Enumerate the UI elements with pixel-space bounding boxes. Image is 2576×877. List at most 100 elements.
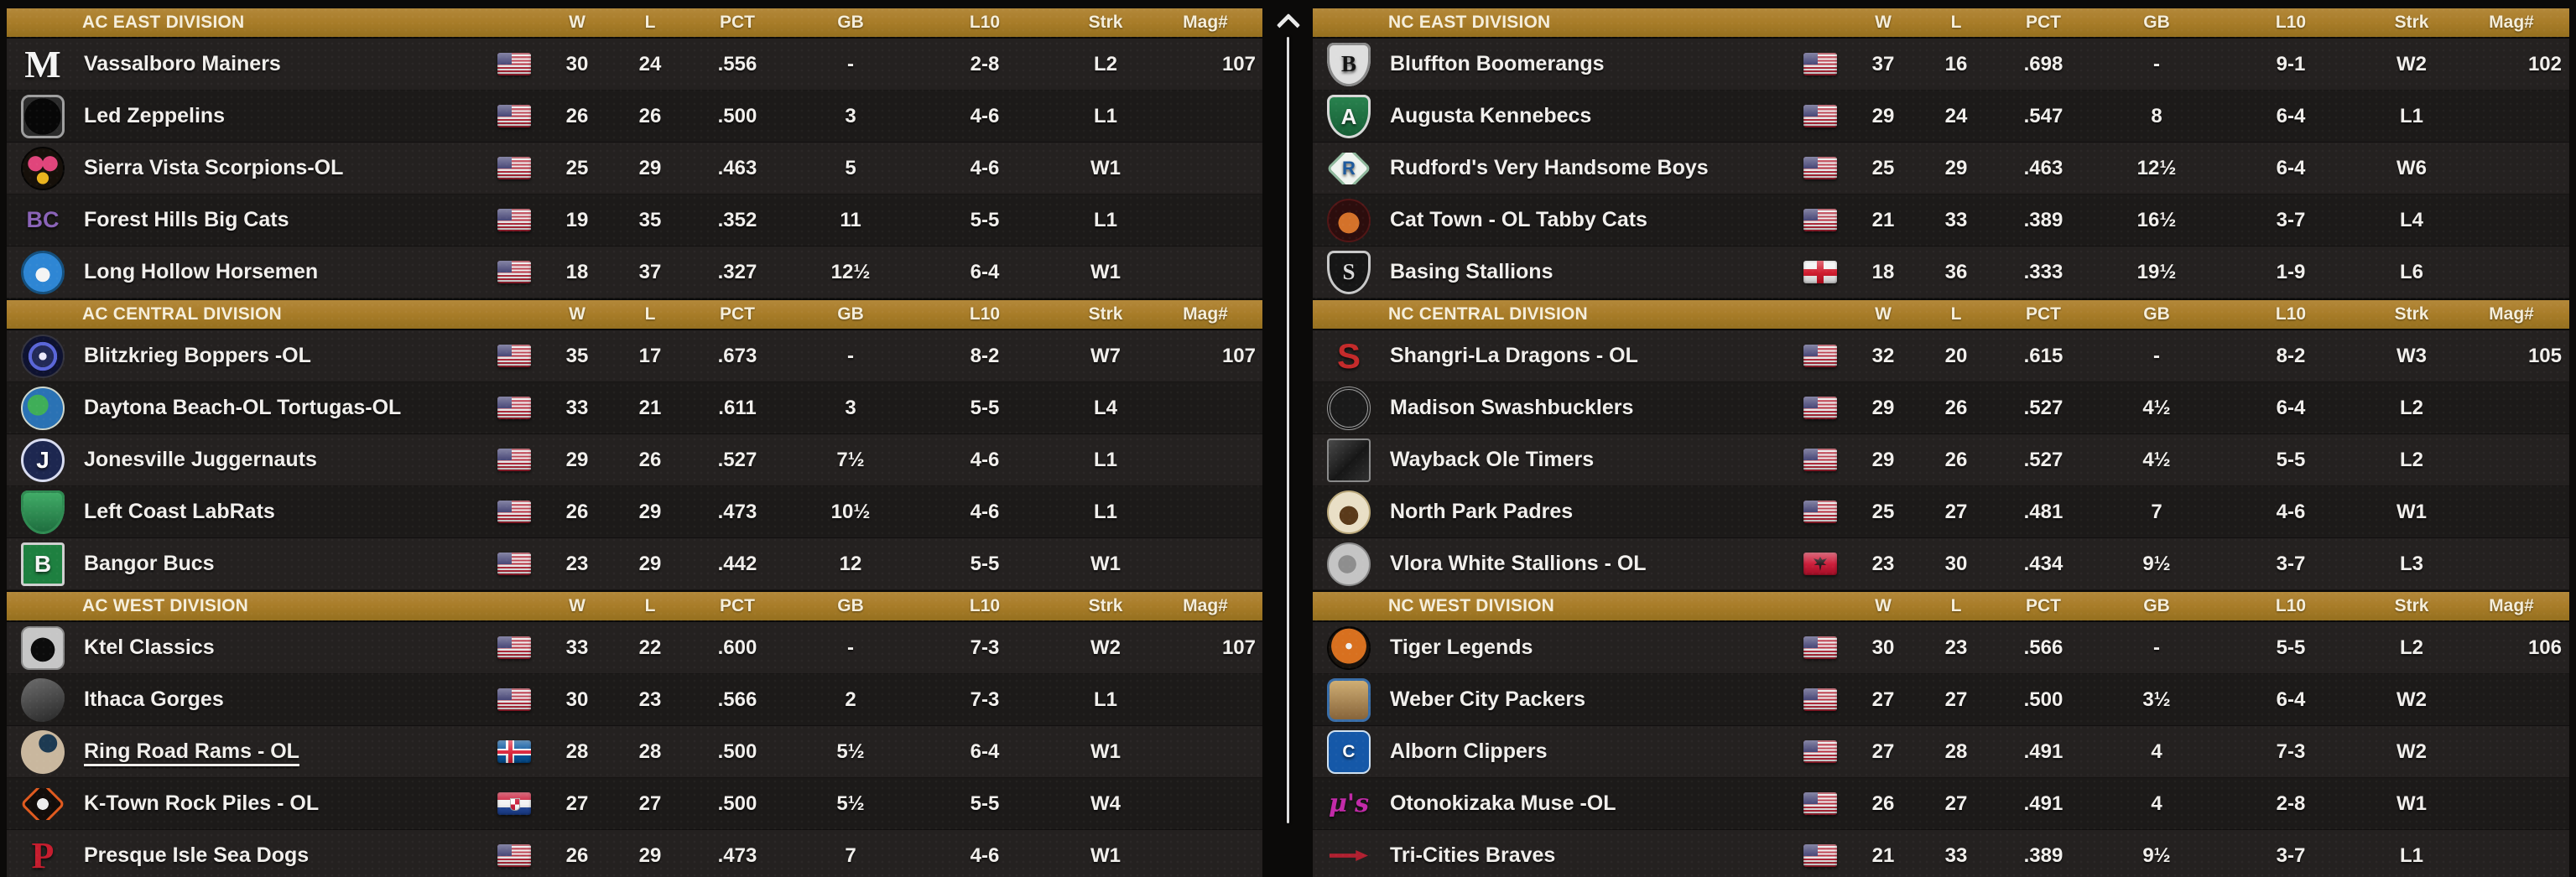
team-nation-flag (1793, 209, 1847, 231)
stat-gb: 16½ (2136, 208, 2177, 231)
team-logo-art: μ's (1327, 782, 1371, 826)
team-row[interactable]: Ring Road Rams - OL 28 28 .500 5½ 6-4 W1 (7, 726, 1262, 778)
scroll-up-icon[interactable] (1276, 13, 1301, 38)
team-row[interactable]: Weber City Packers 27 27 .500 3½ 6-4 W2 (1313, 674, 2569, 726)
team-name[interactable]: Ring Road Rams - OL (84, 739, 299, 763)
team-row[interactable]: Madison Swashbucklers 29 26 .527 4½ 6-4 L2 (1313, 382, 2569, 434)
flag-canton (1803, 105, 1818, 117)
team-row[interactable]: Ithaca Gorges 30 23 .566 2 7-3 L1 (7, 674, 1262, 726)
stat-strk: L1 (1093, 448, 1117, 471)
column-header-mag: Mag# (2489, 13, 2534, 32)
team-row[interactable]: R Rudford's Very Handsome Boys 25 29 .463 12½… (1313, 143, 2569, 195)
team-name[interactable]: Augusta Kennebecs (1390, 104, 1592, 127)
vertical-scrollbar[interactable] (1262, 7, 1313, 877)
team-row[interactable]: S Shangri-La Dragons - OL 32 20 .615 - 8-2 W3 10… (1313, 330, 2569, 382)
team-name[interactable]: North Park Padres (1390, 500, 1574, 523)
stat-pct: .333 (2023, 260, 2063, 283)
team-row[interactable]: North Park Padres 25 27 .481 7 4-6 W1 (1313, 486, 2569, 538)
team-logo: S (1324, 335, 1373, 378)
stat-l: 29 (638, 156, 662, 179)
stat-pct: .600 (717, 636, 757, 659)
team-row[interactable]: A Augusta Kennebecs 29 24 .547 8 6-4 L1 (1313, 91, 2569, 143)
team-name[interactable]: Cat Town - OL Tabby Cats (1390, 208, 1647, 231)
scrollbar-thumb[interactable] (1286, 37, 1289, 823)
team-name[interactable]: Vassalboro Mainers (84, 52, 281, 75)
team-name-cell: Ktel Classics (7, 625, 487, 670)
team-name[interactable]: Ktel Classics (84, 636, 215, 659)
team-row[interactable]: Blitzkrieg Boppers -OL 35 17 .673 - 8-2 W7 107 (7, 330, 1262, 382)
stat-l10: 6-4 (2276, 104, 2306, 127)
team-name[interactable]: Bluffton Boomerangs (1390, 52, 1605, 75)
team-name[interactable]: Long Hollow Horsemen (84, 260, 319, 283)
stat-mag: 107 (1221, 636, 1256, 659)
column-header-l: L (644, 596, 656, 615)
team-name[interactable]: Weber City Packers (1390, 688, 1585, 711)
team-nation-flag (487, 792, 541, 815)
team-row[interactable]: Long Hollow Horsemen 18 37 .327 12½ 6-4 W1 (7, 246, 1262, 298)
team-name[interactable]: Shangri-La Dragons - OL (1390, 344, 1638, 367)
team-name[interactable]: Basing Stallions (1390, 260, 1553, 283)
stat-w: 29 (1871, 396, 1895, 419)
flag-canton (497, 105, 512, 117)
team-name[interactable]: K-Town Rock Piles - OL (84, 791, 320, 815)
team-name[interactable]: Forest Hills Big Cats (84, 208, 289, 231)
team-row[interactable]: B Bluffton Boomerangs 37 16 .698 - 9-1 W2 102 (1313, 39, 2569, 91)
team-name[interactable]: Vlora White Stallions - OL (1390, 552, 1647, 575)
team-row[interactable]: Cat Town - OL Tabby Cats 21 33 .389 16½ 3-7 L4 (1313, 195, 2569, 246)
team-row[interactable]: B Bangor Bucs 23 29 .442 12 5-5 W1 (7, 538, 1262, 590)
stat-pct: .566 (2023, 636, 2063, 659)
team-row[interactable]: BC Forest Hills Big Cats 19 35 .352 11 5-5 L1 (7, 195, 1262, 246)
flag-crest (510, 798, 520, 811)
team-name[interactable]: Bangor Bucs (84, 552, 215, 575)
team-name[interactable]: Left Coast LabRats (84, 500, 275, 523)
team-row[interactable]: S Basing Stallions 18 36 .333 19½ 1-9 L6 (1313, 246, 2569, 298)
team-row[interactable]: K-Town Rock Piles - OL 27 27 .500 5½ 5-5 W4 (7, 778, 1262, 830)
team-name[interactable]: Alborn Clippers (1390, 739, 1548, 763)
team-logo: R (1324, 152, 1373, 184)
column-header-w: W (569, 13, 585, 32)
team-logo-letter: S (1342, 259, 1356, 284)
team-row[interactable]: Tiger Legends 30 23 .566 - 5-5 L2 106 (1313, 622, 2569, 674)
team-name[interactable]: Presque Isle Sea Dogs (84, 843, 310, 867)
team-row[interactable]: Sierra Vista Scorpions-OL 25 29 .463 5 4-6 W1 (7, 143, 1262, 195)
flag-canton (497, 53, 512, 65)
team-row[interactable]: Ktel Classics 33 22 .600 - 7-3 W2 107 (7, 622, 1262, 674)
stat-l: 26 (1944, 448, 1968, 471)
team-name-cell: K-Town Rock Piles - OL (7, 787, 487, 820)
team-name[interactable]: Madison Swashbucklers (1390, 396, 1634, 419)
team-row[interactable]: Tri-Cities Braves 21 33 .389 9½ 3-7 L1 (1313, 830, 2569, 877)
team-name[interactable]: Tri-Cities Braves (1390, 843, 1556, 867)
team-row[interactable]: P Presque Isle Sea Dogs 26 29 .473 7 4-6 W1 (7, 830, 1262, 877)
stat-l10: 6-4 (2276, 688, 2306, 711)
column-header-gb: GB (837, 596, 864, 615)
division-title: AC EAST DIVISION (82, 13, 245, 32)
team-name[interactable]: Jonesville Juggernauts (84, 448, 317, 471)
team-row[interactable]: μ's Otonokizaka Muse -OL 26 27 .491 4 2-8 W1 (1313, 778, 2569, 830)
stat-gb: 12½ (2136, 156, 2177, 179)
division-header: NC EAST DIVISION W L PCT GB L10 Strk Mag# (1313, 7, 2569, 39)
stat-l10: 4-6 (970, 500, 1000, 523)
team-row[interactable]: Left Coast LabRats 26 29 .473 10½ 4-6 L1 (7, 486, 1262, 538)
team-row[interactable]: M Vassalboro Mainers 30 24 .556 - 2-8 L2 107 (7, 39, 1262, 91)
flag-us-icon (497, 688, 531, 711)
team-row[interactable]: Daytona Beach-OL Tortugas-OL 33 21 .611 3 5-5… (7, 382, 1262, 434)
stat-strk: L6 (2399, 260, 2423, 283)
team-name[interactable]: Led Zeppelins (84, 104, 226, 127)
stat-strk: L2 (1093, 52, 1117, 75)
team-name[interactable]: Sierra Vista Scorpions-OL (84, 156, 344, 179)
team-name[interactable]: Rudford's Very Handsome Boys (1390, 156, 1709, 179)
team-row[interactable]: Vlora White Stallions - OL 23 30 .434 9½ 3-7 L… (1313, 538, 2569, 590)
team-name[interactable]: Ithaca Gorges (84, 688, 224, 711)
team-row[interactable]: C Alborn Clippers 27 28 .491 4 7-3 W2 (1313, 726, 2569, 778)
team-row[interactable]: J Jonesville Juggernauts 29 26 .527 7½ 4-6 L1 (7, 434, 1262, 486)
team-name[interactable]: Blitzkrieg Boppers -OL (84, 344, 311, 367)
team-name[interactable]: Tiger Legends (1390, 636, 1533, 659)
team-row[interactable]: Led Zeppelins 26 26 .500 3 4-6 L1 (7, 91, 1262, 143)
stat-l10: 3-7 (2276, 552, 2306, 575)
team-name[interactable]: Wayback Ole Timers (1390, 448, 1595, 471)
team-name-cell: A Augusta Kennebecs (1313, 94, 1793, 138)
team-name[interactable]: Daytona Beach-OL Tortugas-OL (84, 396, 402, 419)
team-name[interactable]: Otonokizaka Muse -OL (1390, 791, 1616, 815)
team-row[interactable]: Wayback Ole Timers 29 26 .527 4½ 5-5 L2 (1313, 434, 2569, 486)
stat-pct: .500 (2023, 688, 2063, 711)
